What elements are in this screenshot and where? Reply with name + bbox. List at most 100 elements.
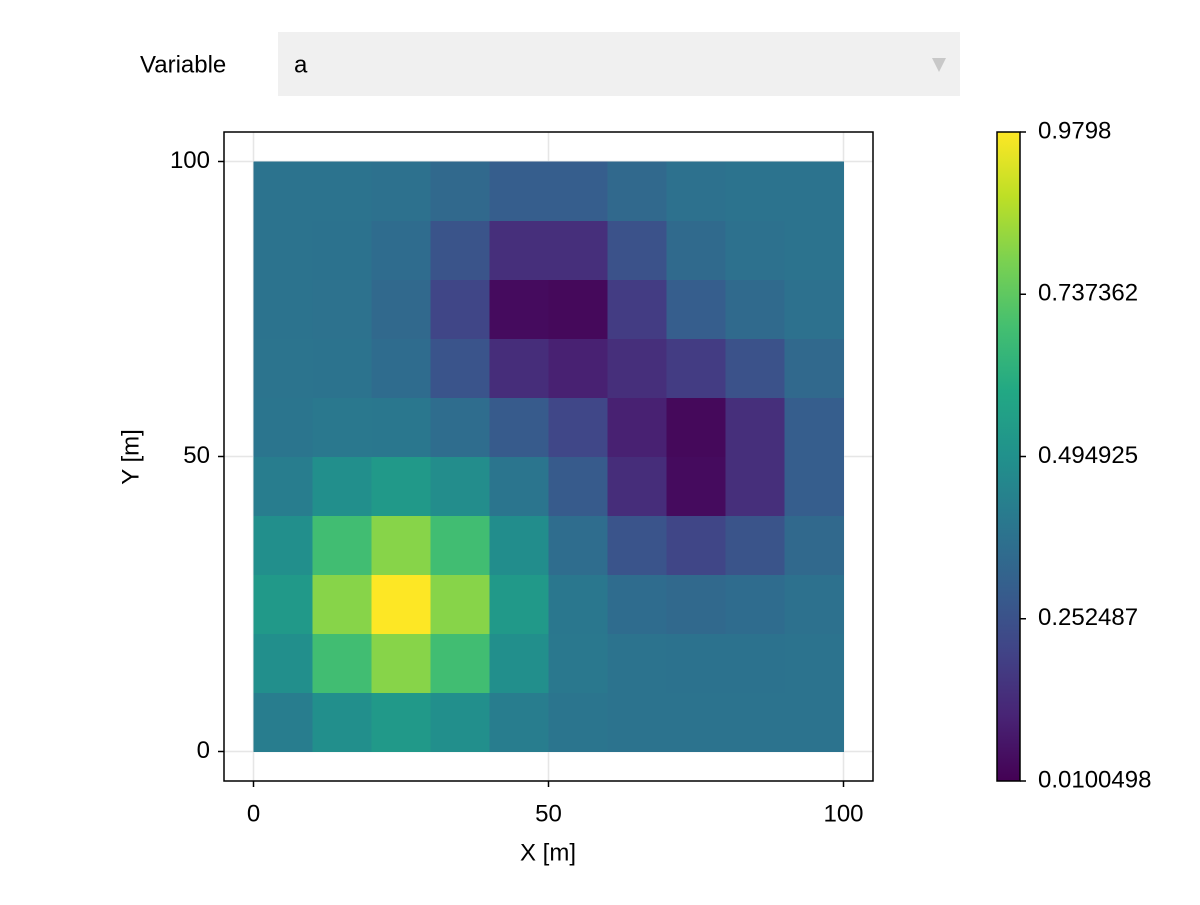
- heatmap-cell: [607, 515, 667, 575]
- heatmap-cell: [784, 515, 844, 575]
- heatmap-cell: [666, 397, 726, 457]
- dropdown-arrow[interactable]: [932, 58, 946, 72]
- heatmap-cell: [489, 574, 549, 634]
- heatmap-cell: [312, 515, 372, 575]
- colorbar: [996, 131, 1021, 782]
- heatmap-cell: [253, 633, 313, 693]
- heatmap-cell: [607, 220, 667, 280]
- heatmap-cell: [784, 633, 844, 693]
- heatmap-cell: [784, 574, 844, 634]
- dropdown[interactable]: a: [278, 32, 960, 96]
- heatmap-cell: [666, 456, 726, 516]
- colorbar-tick-label: 0.0100498: [1038, 766, 1151, 793]
- heatmap-cell: [607, 338, 667, 398]
- heatmap-cell: [253, 515, 313, 575]
- heatmap-cell: [784, 220, 844, 280]
- heatmap-cell: [784, 161, 844, 221]
- y-tick-label: 100: [170, 147, 210, 174]
- heatmap-cell: [312, 338, 372, 398]
- heatmap-cell: [607, 692, 667, 752]
- colorbar-tick-label: 0.9798: [1038, 117, 1111, 144]
- heatmap-cell: [489, 692, 549, 752]
- colorbar-tick-label: 0.494925: [1038, 442, 1138, 469]
- y-axis-label: Y [m]: [117, 429, 144, 485]
- heatmap-cell: [253, 220, 313, 280]
- axes: 0 50 100 0 50 100: [170, 131, 874, 827]
- colorbar-tick-label: 0.252487: [1038, 604, 1138, 631]
- heatmap-cell: [548, 220, 608, 280]
- heatmap-cell: [548, 692, 608, 752]
- heatmap-cell: [666, 633, 726, 693]
- heatmap-cell: [725, 220, 785, 280]
- heatmap-cell: [430, 574, 490, 634]
- heatmap-cell: [725, 456, 785, 516]
- x-tick-label: 50: [535, 800, 562, 827]
- heatmap-cell: [253, 279, 313, 339]
- heatmap-cell: [253, 161, 313, 221]
- heatmap-cell: [489, 456, 549, 516]
- heatmap-cell: [666, 692, 726, 752]
- heatmap-cell: [489, 397, 549, 457]
- heatmap-cell: [784, 338, 844, 398]
- heatmap-cell: [312, 279, 372, 339]
- heatmap-cell: [371, 279, 431, 339]
- heatmap-cell: [548, 515, 608, 575]
- plot-frame: [223, 131, 874, 782]
- menu-label: Variable: [140, 51, 226, 78]
- heatmap-cell: [312, 692, 372, 752]
- x-tick-label: 0: [247, 800, 260, 827]
- heatmap-cell: [489, 338, 549, 398]
- heatmap-cell: [666, 574, 726, 634]
- heatmap-cell: [430, 161, 490, 221]
- heatmap-cell: [371, 574, 431, 634]
- heatmap-cell: [725, 692, 785, 752]
- dropdown-box[interactable]: [278, 32, 960, 96]
- heatmap-cell: [607, 161, 667, 221]
- heatmap-cell: [430, 456, 490, 516]
- heatmap-cell: [548, 161, 608, 221]
- heatmap-cell: [430, 279, 490, 339]
- heatmap-cell: [253, 338, 313, 398]
- heatmap-cell: [666, 161, 726, 221]
- heatmap-cell: [312, 633, 372, 693]
- heatmap-cell: [489, 279, 549, 339]
- heatmap-cell: [312, 161, 372, 221]
- heatmap-cell: [371, 220, 431, 280]
- heatmap-cell: [371, 633, 431, 693]
- heatmap-cell: [253, 456, 313, 516]
- heatmap-cell: [430, 633, 490, 693]
- heatmap-cell: [253, 574, 313, 634]
- heatmap-cell: [312, 220, 372, 280]
- heatmap-cell: [548, 279, 608, 339]
- heatmap: [253, 161, 844, 752]
- heatmap-cell: [312, 397, 372, 457]
- dropdown-value[interactable]: a: [294, 51, 308, 78]
- heatmap-cell: [489, 515, 549, 575]
- heatmap-cell: [725, 515, 785, 575]
- heatmap-cell: [666, 515, 726, 575]
- heatmap-cell: [725, 574, 785, 634]
- heatmap-cell: [666, 220, 726, 280]
- heatmap-cell: [607, 279, 667, 339]
- heatmap-cell: [784, 279, 844, 339]
- heatmap-cell: [784, 397, 844, 457]
- heatmap-cell: [784, 456, 844, 516]
- heatmap-cell: [548, 456, 608, 516]
- heatmap-cell: [371, 397, 431, 457]
- heatmap-cell: [548, 397, 608, 457]
- heatmap-cell: [548, 338, 608, 398]
- heatmap-cell: [430, 515, 490, 575]
- colorbar-tick-label: 0.737362: [1038, 280, 1138, 307]
- heatmap-cell: [725, 633, 785, 693]
- heatmap-cell: [548, 574, 608, 634]
- heatmap-cell: [371, 456, 431, 516]
- heatmap-cell: [253, 692, 313, 752]
- heatmap-cell: [607, 397, 667, 457]
- heatmap-cell: [607, 456, 667, 516]
- heatmap-cell: [430, 338, 490, 398]
- heatmap-cell: [371, 515, 431, 575]
- heatmap-cell: [607, 574, 667, 634]
- heatmap-cell: [253, 397, 313, 457]
